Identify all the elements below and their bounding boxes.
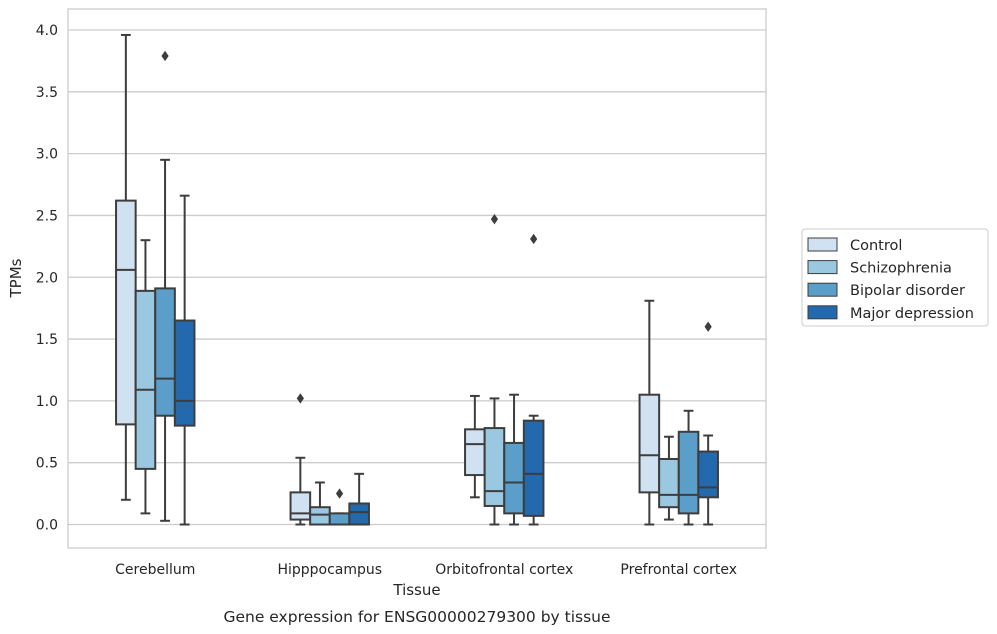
figure-caption: Gene expression for ENSG00000279300 by t… [223,608,610,626]
legend-frame [801,228,989,327]
x-axis-title: Tissue [392,581,440,599]
box-iqr [154,287,176,417]
box-group [464,394,486,499]
box-group [154,50,176,522]
box-group [522,233,545,526]
box-iqr [522,419,545,517]
legend-swatch [807,237,838,252]
y-tick-label: 1.5 [36,332,58,348]
box-iqr [483,427,506,507]
box-iqr [658,457,680,509]
x-tick-label: Cerebellum [115,562,195,578]
box-iqr [134,289,157,470]
x-tick-labels: Cerebellum Hipppocampus Orbitofrontal cort… [115,562,737,578]
y-tick-label: 1.0 [36,394,58,410]
outlier-marker [704,321,712,332]
outlier-marker [530,233,538,245]
box-group [697,321,719,526]
legend-items: Control Schizophrenia Bipolar disorder Majo… [807,237,974,322]
x-tick-label: Orbitofrontal cortex [435,562,573,578]
outlier-marker [335,488,344,499]
x-tick-label: Hipppocampus [277,562,382,578]
legend-swatch [807,260,838,275]
legend-label: Bipolar disorder [850,283,965,299]
box-iqr [464,428,486,477]
outlier-marker [490,213,499,225]
y-tick-labels: 0.0 0.5 1.0 1.5 2.0 2.5 3.0 3.5 4.0 [36,23,58,533]
box-series [115,33,719,526]
legend-label: Control [850,238,902,254]
box-iqr [115,199,137,426]
box-group [503,393,525,526]
box-group [309,481,331,526]
box-iqr [348,502,370,526]
box-group [677,409,700,526]
legend-swatch [807,305,838,320]
plot-frame [67,8,767,549]
box-iqr [677,430,700,515]
legend-swatch [807,282,838,297]
legend: Control Schizophrenia Bipolar disorder Majo… [801,228,989,327]
y-tick-label: 2.0 [36,270,58,286]
legend-label: Schizophrenia [850,261,952,277]
box-group [638,299,661,526]
y-axis-title: TPMs [7,258,25,298]
y-tick-label: 4.0 [36,23,58,39]
box-group [328,488,351,526]
box-iqr [638,393,661,494]
box-iqr [697,450,719,499]
box-group [173,194,196,526]
legend-label: Major depression [850,306,974,322]
y-tick-label: 2.5 [36,208,58,224]
outlier-marker [161,50,169,62]
box-iqr [173,319,196,427]
y-tick-label: 0.5 [36,456,58,472]
y-tick-label: 3.5 [36,85,58,101]
box-iqr [503,441,525,515]
y-tick-label: 0.0 [36,518,58,534]
x-tick-label: Prefrontal cortex [620,562,737,578]
box-iqr [289,491,312,521]
box-group [348,472,370,526]
box-iqr [309,506,331,526]
box-iqr [328,512,351,526]
box-group [289,393,312,526]
outlier-marker [296,393,304,404]
y-tick-label: 3.0 [36,147,58,163]
